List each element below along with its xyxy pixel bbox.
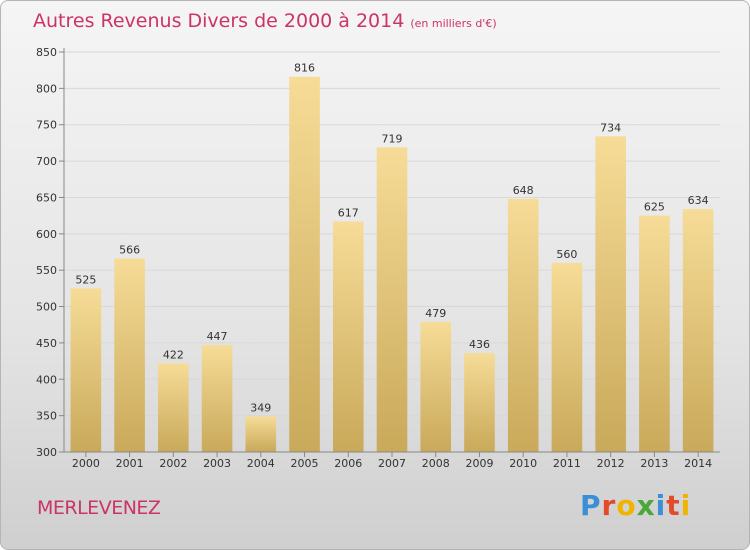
bar-2005 (289, 76, 320, 453)
x-tick-label-2014: 2014 (684, 457, 712, 470)
x-tick-label-2006: 2006 (334, 457, 362, 470)
data-label-2011: 560 (556, 248, 577, 261)
bar-2007 (376, 147, 408, 453)
y-tick-label: 750 (36, 119, 57, 132)
bar-2010 (507, 198, 539, 452)
axes: 300 350 400 450 500 550 600 650 700 750 800 850 2000… (36, 46, 720, 470)
bar-2008 (420, 321, 452, 452)
y-tick-label: 700 (36, 155, 57, 168)
x-tick-label-2000: 2000 (72, 457, 100, 470)
x-tick-label-2007: 2007 (378, 457, 406, 470)
data-label-2008: 479 (425, 307, 446, 320)
data-label-2012: 734 (600, 121, 621, 134)
data-label-2005: 816 (294, 62, 315, 75)
bar-2012 (595, 136, 626, 452)
brand-letter: t (666, 489, 681, 522)
data-label-2000: 525 (75, 273, 96, 286)
data-label-2013: 625 (644, 201, 665, 214)
data-label-2001: 566 (119, 244, 140, 257)
bar-2011 (551, 262, 583, 452)
bar-2000 (70, 288, 102, 452)
y-tick-label: 800 (36, 82, 57, 95)
bars: 525 566 422 447 349 816 617 719 479 436 648 560 734 6… (70, 62, 714, 453)
brand-letter: i (680, 489, 692, 522)
bar-2006 (332, 221, 364, 452)
y-tick-label: 850 (36, 46, 57, 59)
commune-name: MERLEVENEZ (37, 497, 161, 519)
chart-subtitle: (en milliers d'€) (410, 17, 497, 30)
y-tick-label: 500 (36, 301, 57, 314)
bar-2001 (114, 258, 145, 452)
bar-2013 (639, 215, 670, 452)
x-tick-label-2009: 2009 (465, 457, 493, 470)
data-label-2010: 648 (513, 184, 534, 197)
x-tick-label-2010: 2010 (509, 457, 537, 470)
y-tick-label: 450 (36, 337, 57, 350)
data-label-2004: 349 (250, 401, 271, 414)
y-tick-label: 400 (36, 373, 57, 386)
y-tick-label: 650 (36, 191, 57, 204)
brand-letter: x (636, 489, 656, 522)
bar-2014 (682, 209, 714, 452)
brand-letter: P (580, 489, 602, 522)
x-tick-label-2002: 2002 (159, 457, 187, 470)
y-tick-label: 300 (36, 446, 57, 459)
data-label-2003: 447 (207, 330, 228, 343)
bar-2003 (201, 345, 233, 452)
y-tick-label: 550 (36, 264, 57, 277)
x-tick-label-2013: 2013 (640, 457, 668, 470)
x-tick-label-2005: 2005 (291, 457, 319, 470)
brand-letter: i (655, 489, 667, 522)
data-label-2009: 436 (469, 338, 490, 351)
y-tick-label: 350 (36, 410, 57, 423)
data-label-2007: 719 (382, 132, 403, 145)
brand-letter: o (616, 489, 637, 522)
bar-2004 (245, 416, 277, 452)
proxiti-logo: Proxiti (580, 489, 691, 522)
x-tick-label-2011: 2011 (553, 457, 581, 470)
bar-2002 (158, 363, 189, 452)
data-label-2002: 422 (163, 348, 184, 361)
bar-2009 (464, 353, 495, 452)
brand-letter: r (601, 489, 617, 522)
x-tick-label-2008: 2008 (422, 457, 450, 470)
data-label-2014: 634 (688, 194, 709, 207)
data-label-2006: 617 (338, 206, 359, 219)
chart-title-text: Autres Revenus Divers de 2000 à 2014 (33, 10, 405, 32)
x-tick-label-2001: 2001 (116, 457, 144, 470)
x-tick-label-2012: 2012 (597, 457, 625, 470)
y-tick-label: 600 (36, 228, 57, 241)
x-tick-label-2003: 2003 (203, 457, 231, 470)
chart-title: Autres Revenus Divers de 2000 à 2014 (en … (33, 10, 497, 32)
x-tick-label-2004: 2004 (247, 457, 275, 470)
